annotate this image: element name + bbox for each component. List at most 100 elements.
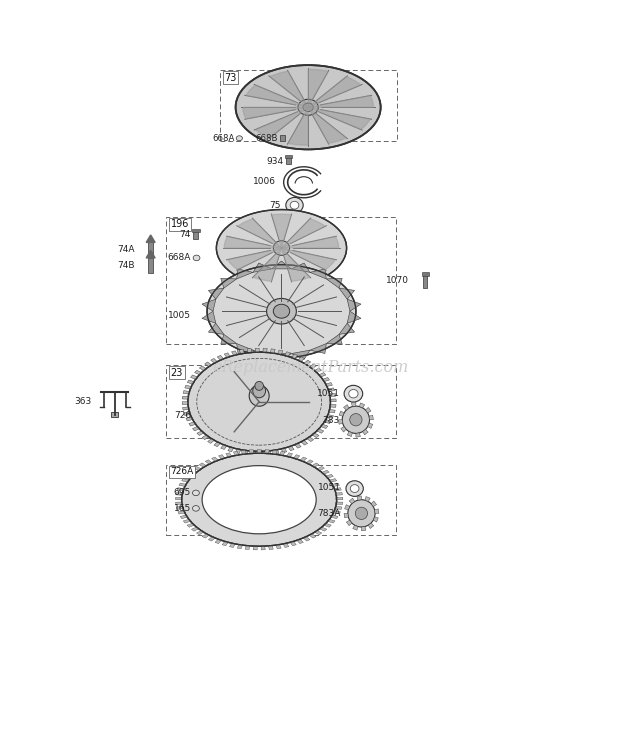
Polygon shape bbox=[344, 513, 348, 518]
Polygon shape bbox=[146, 251, 155, 258]
Polygon shape bbox=[308, 77, 361, 107]
Polygon shape bbox=[349, 498, 355, 504]
Text: eReplacementParts.com: eReplacementParts.com bbox=[212, 359, 408, 376]
Polygon shape bbox=[374, 509, 379, 513]
Polygon shape bbox=[291, 350, 310, 359]
Text: 726: 726 bbox=[174, 411, 191, 420]
Polygon shape bbox=[208, 288, 224, 299]
Polygon shape bbox=[197, 431, 205, 435]
Polygon shape bbox=[186, 417, 193, 421]
Polygon shape bbox=[345, 504, 350, 510]
Polygon shape bbox=[253, 545, 257, 550]
Polygon shape bbox=[326, 278, 342, 288]
Polygon shape bbox=[228, 446, 234, 452]
Polygon shape bbox=[178, 510, 185, 514]
Polygon shape bbox=[310, 344, 326, 353]
Polygon shape bbox=[280, 452, 285, 456]
Polygon shape bbox=[221, 444, 227, 449]
Bar bbox=[111, 411, 118, 417]
Polygon shape bbox=[182, 402, 188, 405]
Polygon shape bbox=[324, 523, 331, 527]
Polygon shape bbox=[288, 446, 294, 451]
Polygon shape bbox=[274, 449, 279, 454]
Ellipse shape bbox=[350, 484, 359, 493]
Polygon shape bbox=[310, 269, 326, 279]
Ellipse shape bbox=[249, 385, 269, 406]
Polygon shape bbox=[283, 543, 289, 548]
Text: 668A: 668A bbox=[167, 254, 191, 263]
Polygon shape bbox=[202, 533, 210, 538]
Polygon shape bbox=[182, 478, 190, 482]
Polygon shape bbox=[288, 107, 308, 145]
Polygon shape bbox=[321, 470, 329, 475]
Polygon shape bbox=[221, 334, 237, 344]
Polygon shape bbox=[325, 382, 332, 387]
Polygon shape bbox=[187, 380, 195, 384]
Polygon shape bbox=[308, 95, 373, 107]
Polygon shape bbox=[308, 107, 370, 129]
Polygon shape bbox=[277, 350, 283, 355]
Polygon shape bbox=[281, 237, 339, 248]
Text: 74B: 74B bbox=[118, 261, 135, 270]
Polygon shape bbox=[294, 443, 301, 448]
Polygon shape bbox=[335, 493, 342, 496]
Polygon shape bbox=[177, 488, 185, 491]
Text: 165: 165 bbox=[174, 504, 191, 513]
Bar bbox=[286, 157, 291, 164]
Polygon shape bbox=[245, 545, 250, 550]
Polygon shape bbox=[183, 391, 190, 394]
Polygon shape bbox=[208, 324, 224, 334]
Polygon shape bbox=[192, 527, 200, 531]
Polygon shape bbox=[241, 450, 246, 455]
Polygon shape bbox=[339, 324, 355, 334]
Polygon shape bbox=[257, 449, 261, 454]
Polygon shape bbox=[211, 457, 219, 462]
Polygon shape bbox=[243, 107, 308, 119]
Bar bbox=[423, 273, 427, 288]
Polygon shape bbox=[215, 539, 222, 544]
Polygon shape bbox=[281, 248, 310, 281]
Text: 1051: 1051 bbox=[318, 484, 341, 493]
Text: 23: 23 bbox=[170, 368, 183, 378]
Bar bbox=[148, 243, 153, 257]
Polygon shape bbox=[352, 403, 356, 406]
Polygon shape bbox=[336, 497, 343, 500]
Ellipse shape bbox=[286, 197, 303, 213]
Bar bbox=[193, 231, 198, 239]
Ellipse shape bbox=[202, 466, 316, 534]
Polygon shape bbox=[373, 517, 378, 522]
Polygon shape bbox=[347, 311, 361, 324]
Polygon shape bbox=[339, 411, 344, 416]
Ellipse shape bbox=[236, 65, 381, 150]
Polygon shape bbox=[360, 403, 365, 408]
Polygon shape bbox=[202, 299, 216, 311]
Polygon shape bbox=[182, 407, 190, 410]
Polygon shape bbox=[179, 483, 187, 487]
Polygon shape bbox=[281, 248, 335, 270]
Polygon shape bbox=[236, 449, 241, 454]
Polygon shape bbox=[334, 488, 341, 491]
Text: 783A: 783A bbox=[317, 510, 341, 519]
Polygon shape bbox=[316, 429, 324, 433]
Ellipse shape bbox=[193, 490, 200, 496]
Polygon shape bbox=[233, 452, 239, 456]
Ellipse shape bbox=[273, 304, 290, 318]
Text: 1070: 1070 bbox=[386, 276, 409, 285]
Bar bbox=[148, 258, 153, 273]
Polygon shape bbox=[231, 351, 237, 356]
Polygon shape bbox=[347, 520, 352, 526]
Text: 668B: 668B bbox=[255, 134, 278, 143]
Polygon shape bbox=[369, 415, 373, 420]
Polygon shape bbox=[329, 404, 336, 408]
Polygon shape bbox=[268, 545, 273, 550]
Text: 783: 783 bbox=[322, 416, 340, 425]
Polygon shape bbox=[363, 429, 368, 434]
Polygon shape bbox=[259, 451, 264, 455]
Polygon shape bbox=[293, 455, 300, 460]
Polygon shape bbox=[335, 502, 343, 504]
Ellipse shape bbox=[303, 103, 313, 112]
Polygon shape bbox=[247, 348, 252, 353]
Polygon shape bbox=[365, 496, 370, 501]
Polygon shape bbox=[322, 377, 329, 382]
Bar bbox=[422, 272, 429, 276]
